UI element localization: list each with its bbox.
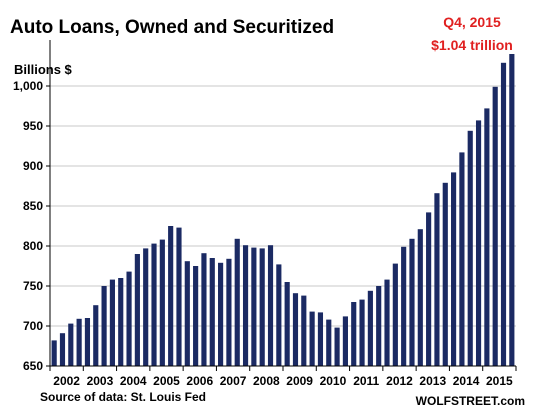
y-tick-label: 900 [23, 159, 43, 173]
bar [251, 247, 257, 366]
bar [267, 245, 274, 366]
bar [451, 172, 457, 366]
bar [126, 271, 132, 366]
x-tick-label: 2010 [320, 374, 347, 388]
bar [342, 316, 348, 366]
x-tick-label: 2002 [53, 374, 80, 388]
x-tick-label: 2005 [153, 374, 180, 388]
bar [384, 279, 390, 366]
bar [509, 54, 515, 366]
bar [118, 278, 124, 366]
bar [442, 182, 448, 366]
bar [51, 340, 57, 366]
bar [459, 152, 465, 366]
y-tick-label: 800 [23, 239, 43, 253]
x-tick-label: 2004 [120, 374, 147, 388]
bar [151, 243, 157, 366]
bar [276, 264, 282, 366]
y-tick-label: 950 [23, 119, 43, 133]
bar [218, 262, 224, 366]
bar [301, 295, 307, 366]
chart-title: Auto Loans, Owned and Securitized [10, 17, 334, 38]
bar [417, 229, 423, 366]
bar [193, 266, 199, 366]
y-axis-label: Billions $ [14, 62, 73, 77]
watermark: WOLFSTREET.com [416, 394, 525, 408]
bar [168, 226, 174, 366]
bar [392, 263, 398, 366]
bar [226, 258, 232, 366]
x-tick-label: 2011 [353, 374, 379, 388]
bar [259, 248, 265, 366]
bar [201, 253, 207, 366]
x-tick-label: 2014 [453, 374, 480, 388]
y-tick-label: 850 [23, 199, 43, 213]
y-tick-label: 1,000 [13, 79, 43, 93]
x-tick-label: 2013 [419, 374, 446, 388]
y-tick-label: 750 [23, 279, 43, 293]
x-tick-label: 2008 [253, 374, 280, 388]
bar [367, 290, 373, 366]
bar [317, 312, 324, 366]
x-tick-label: 2012 [386, 374, 413, 388]
source-note: Source of data: St. Louis Fed [40, 390, 206, 404]
x-tick-label: 2015 [486, 374, 513, 388]
bar [376, 286, 382, 366]
bar [284, 282, 290, 366]
bar [134, 254, 140, 366]
bar [159, 239, 165, 366]
x-tick-label: 2006 [186, 374, 213, 388]
bar [351, 302, 357, 366]
bar [101, 286, 107, 366]
bar [59, 333, 66, 366]
bar [500, 62, 507, 367]
bar [76, 318, 82, 366]
bar [434, 193, 440, 366]
bar [234, 238, 240, 366]
bar [84, 318, 91, 366]
bar [184, 261, 190, 366]
bar [242, 245, 249, 366]
bar [326, 319, 332, 366]
bar [68, 323, 74, 366]
x-tick-label: 2007 [220, 374, 247, 388]
callout-quarter: Q4, 2015 [443, 14, 501, 30]
bar [492, 86, 498, 367]
bar [467, 130, 473, 366]
callout-value: $1.04 trillion [431, 37, 513, 53]
bar [401, 246, 407, 366]
bar [359, 299, 365, 366]
bar [93, 305, 99, 366]
bar [475, 120, 482, 367]
x-tick-label: 2003 [87, 374, 114, 388]
y-tick-label: 650 [23, 359, 43, 373]
x-tick-label: 2009 [286, 374, 313, 388]
bar [409, 238, 415, 366]
bar [334, 327, 340, 366]
bar [176, 227, 182, 366]
bar [292, 293, 299, 366]
bar [143, 248, 149, 366]
bar [309, 311, 315, 366]
bar [109, 279, 115, 366]
bar [484, 108, 490, 367]
y-tick-label: 700 [23, 319, 43, 333]
bar [209, 258, 215, 366]
bar [426, 212, 432, 366]
